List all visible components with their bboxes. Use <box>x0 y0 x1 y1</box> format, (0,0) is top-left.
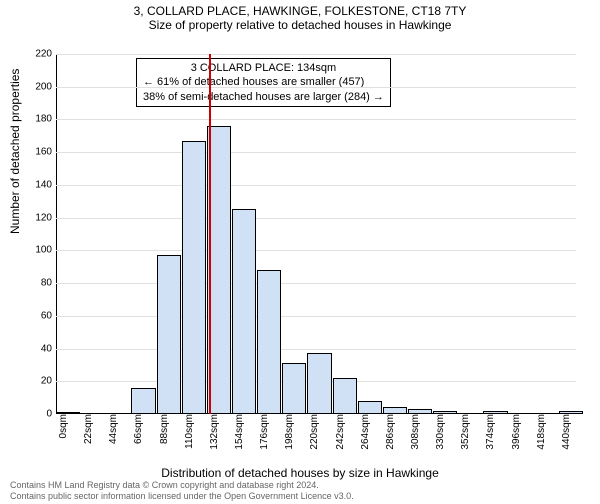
x-tick-label: 0sqm <box>56 414 69 438</box>
reference-line <box>209 54 211 414</box>
histogram-bar <box>433 411 457 414</box>
histogram-bar <box>333 378 357 414</box>
y-tick-label: 140 <box>35 179 56 190</box>
x-tick-label: 88sqm <box>157 414 170 444</box>
x-tick-label: 286sqm <box>383 414 396 450</box>
gridline <box>56 54 576 55</box>
x-tick-label: 440sqm <box>559 414 572 450</box>
histogram-bar <box>56 412 80 414</box>
x-tick-label: 330sqm <box>433 414 446 450</box>
gridline <box>56 316 576 317</box>
y-axis-label: Number of detached properties <box>8 69 22 234</box>
x-tick-label: 132sqm <box>207 414 220 450</box>
y-tick-label: 160 <box>35 147 56 158</box>
y-tick-label: 20 <box>41 376 56 387</box>
y-tick-label: 80 <box>41 278 56 289</box>
gridline <box>56 87 576 88</box>
histogram-bar <box>282 363 306 414</box>
annotation-box: 3 COLLARD PLACE: 134sqm ← 61% of detache… <box>136 58 391 107</box>
x-tick-label: 22sqm <box>81 414 94 444</box>
histogram-bar <box>131 388 155 414</box>
histogram-bar <box>232 209 256 414</box>
gridline <box>56 349 576 350</box>
annotation-line1: 3 COLLARD PLACE: 134sqm <box>143 61 384 75</box>
x-tick-label: 110sqm <box>182 414 195 449</box>
y-tick-label: 120 <box>35 212 56 223</box>
histogram-bar <box>257 270 281 414</box>
x-tick-label: 66sqm <box>131 414 144 444</box>
x-tick-label: 308sqm <box>408 414 421 450</box>
gridline <box>56 283 576 284</box>
chart-title-line1: 3, COLLARD PLACE, HAWKINGE, FOLKESTONE, … <box>0 4 600 18</box>
y-tick-label: 180 <box>35 114 56 125</box>
histogram-bar <box>307 353 331 414</box>
x-tick-label: 264sqm <box>358 414 371 450</box>
histogram-bar <box>383 407 407 414</box>
x-tick-label: 418sqm <box>534 414 547 450</box>
gridline <box>56 218 576 219</box>
histogram-bar <box>559 411 583 414</box>
x-tick-label: 154sqm <box>232 414 245 450</box>
annotation-line3: 38% of semi-detached houses are larger (… <box>143 90 384 104</box>
histogram-bar <box>483 411 507 414</box>
chart-title-line2: Size of property relative to detached ho… <box>0 18 600 32</box>
y-axis-line <box>56 54 57 414</box>
footer-line2: Contains public sector information licen… <box>10 491 354 502</box>
y-tick-label: 40 <box>41 343 56 354</box>
gridline <box>56 185 576 186</box>
gridline <box>56 119 576 120</box>
x-tick-label: 198sqm <box>282 414 295 450</box>
x-axis-label: Distribution of detached houses by size … <box>0 466 600 480</box>
x-tick-label: 396sqm <box>509 414 522 450</box>
histogram-chart: 3 COLLARD PLACE: 134sqm ← 61% of detache… <box>56 54 576 414</box>
histogram-bar <box>157 255 181 414</box>
x-tick-label: 352sqm <box>458 414 471 450</box>
footer-attribution: Contains HM Land Registry data © Crown c… <box>10 480 354 503</box>
y-tick-label: 200 <box>35 81 56 92</box>
gridline <box>56 152 576 153</box>
histogram-bar <box>408 409 432 414</box>
x-tick-label: 374sqm <box>483 414 496 450</box>
gridline <box>56 250 576 251</box>
x-tick-label: 242sqm <box>333 414 346 450</box>
x-tick-label: 44sqm <box>106 414 119 444</box>
y-tick-label: 100 <box>35 245 56 256</box>
y-tick-label: 60 <box>41 310 56 321</box>
y-tick-label: 0 <box>46 409 56 420</box>
histogram-bar <box>358 401 382 414</box>
footer-line1: Contains HM Land Registry data © Crown c… <box>10 480 354 491</box>
y-tick-label: 220 <box>35 49 56 60</box>
histogram-bar <box>182 141 206 414</box>
x-tick-label: 220sqm <box>307 414 320 450</box>
x-tick-label: 176sqm <box>257 414 270 450</box>
